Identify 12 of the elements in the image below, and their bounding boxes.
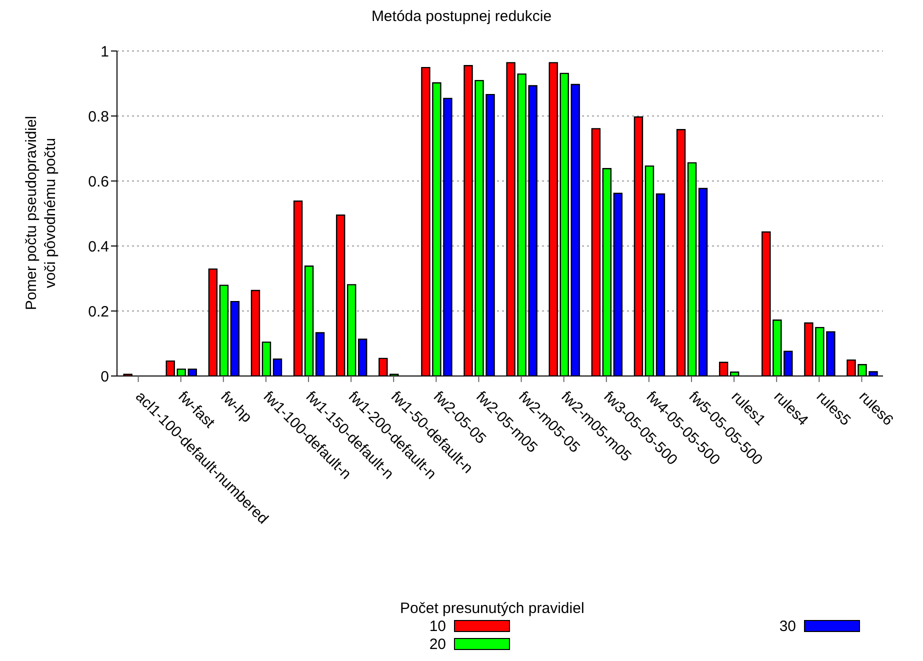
- y-axis-title: Pomer počtu pseudopravidiel voči pôvodnému počtu: [22, 114, 60, 312]
- y-tick-label: 0.2: [88, 303, 109, 320]
- y-tick-label: 0.6: [88, 173, 109, 190]
- chart-title: Metóda postupnej redukcie: [370, 8, 553, 25]
- legend-label: 20: [428, 636, 446, 652]
- legend-title: Počet presunutých pravidiel: [400, 600, 586, 617]
- y-tick-label: 0.4: [88, 238, 109, 256]
- y-tick-label: 0.8: [88, 108, 109, 126]
- legend-label: 10: [428, 618, 446, 634]
- legend-label: 30: [778, 618, 796, 634]
- y-tick-label: 1: [100, 43, 109, 60]
- y-tick-label: 0: [100, 368, 109, 386]
